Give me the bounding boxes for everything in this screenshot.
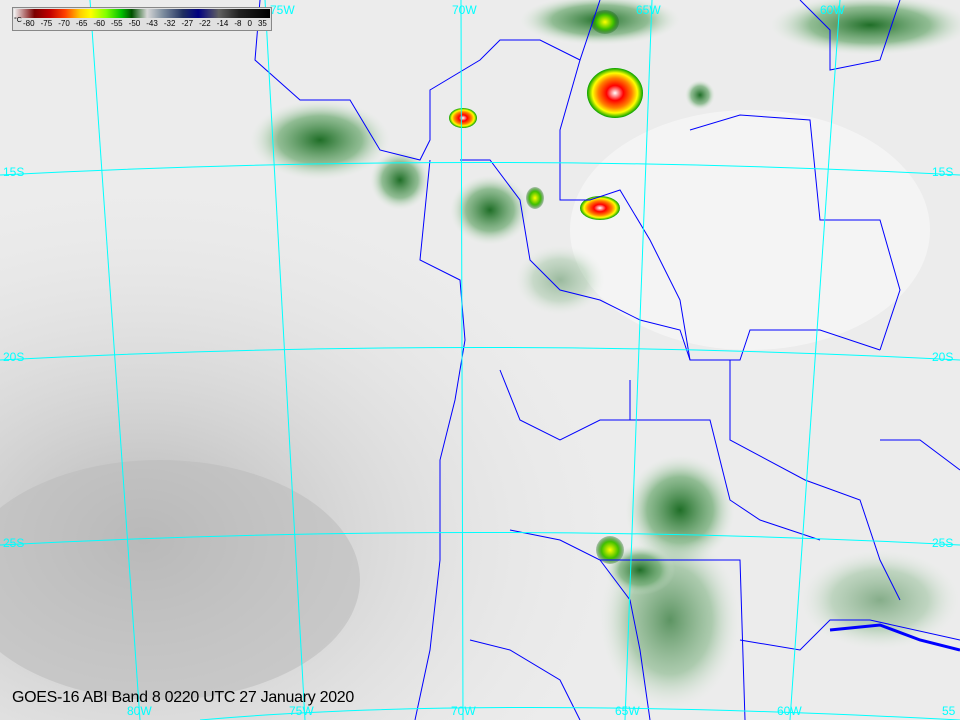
temperature-colorbar: °C -80 -75 -70 -65 -60 -55 -50 -43 -32 -…: [12, 7, 272, 31]
colorbar-tick: 35: [257, 19, 267, 28]
river: [829, 623, 960, 652]
colorbar-unit: °C: [14, 17, 22, 24]
convective-cells: [449, 10, 643, 564]
grid-label-right: 15S: [932, 165, 954, 179]
grid-label-bottom: 65W: [615, 704, 640, 718]
grid-label-right: 25S: [932, 536, 954, 550]
grid-label-left: 25S: [3, 536, 25, 550]
grid-label-left: 15S: [3, 165, 25, 179]
grid-label-right: 20S: [932, 350, 954, 364]
grid-label-bottom: 55: [942, 704, 956, 718]
colorbar-tick: 0: [247, 19, 252, 28]
colorbar-tick: -65: [75, 19, 88, 28]
colorbar-tick: -75: [40, 19, 53, 28]
grid-label-top: 75W: [270, 3, 295, 17]
colorbar-tick: -8: [234, 19, 242, 28]
colorbar-tick: -55: [111, 19, 123, 28]
colorbar-tick: -32: [163, 19, 176, 28]
colorbar-tick: -70: [58, 19, 70, 28]
grid-label-left: 20S: [3, 350, 25, 364]
colorbar-tick: -80: [23, 19, 35, 28]
colorbar-tick: -22: [199, 19, 211, 28]
colorbar-tick: -60: [93, 19, 105, 28]
colorbar-tick: -27: [181, 19, 194, 28]
colorbar-tick: -14: [216, 19, 229, 28]
image-title: GOES-16 ABI Band 8 0220 UTC 27 January 2…: [12, 689, 354, 706]
grid-label-top: 60W: [820, 3, 845, 17]
colorbar-tick: -50: [128, 19, 141, 28]
grid-label-bottom: 80W: [127, 704, 152, 718]
colorbar-tick: -43: [146, 19, 158, 28]
grid-label-top: 65W: [636, 3, 661, 17]
moisture-areas: [250, 0, 960, 710]
country-borders: [254, 0, 960, 720]
grid-label-bottom: 75W: [289, 704, 314, 718]
grid-label-bottom: 70W: [451, 704, 476, 718]
grid-label-top: 70W: [452, 3, 477, 17]
grid-label-bottom: 60W: [777, 704, 802, 718]
colorbar-gradient: [14, 9, 270, 18]
